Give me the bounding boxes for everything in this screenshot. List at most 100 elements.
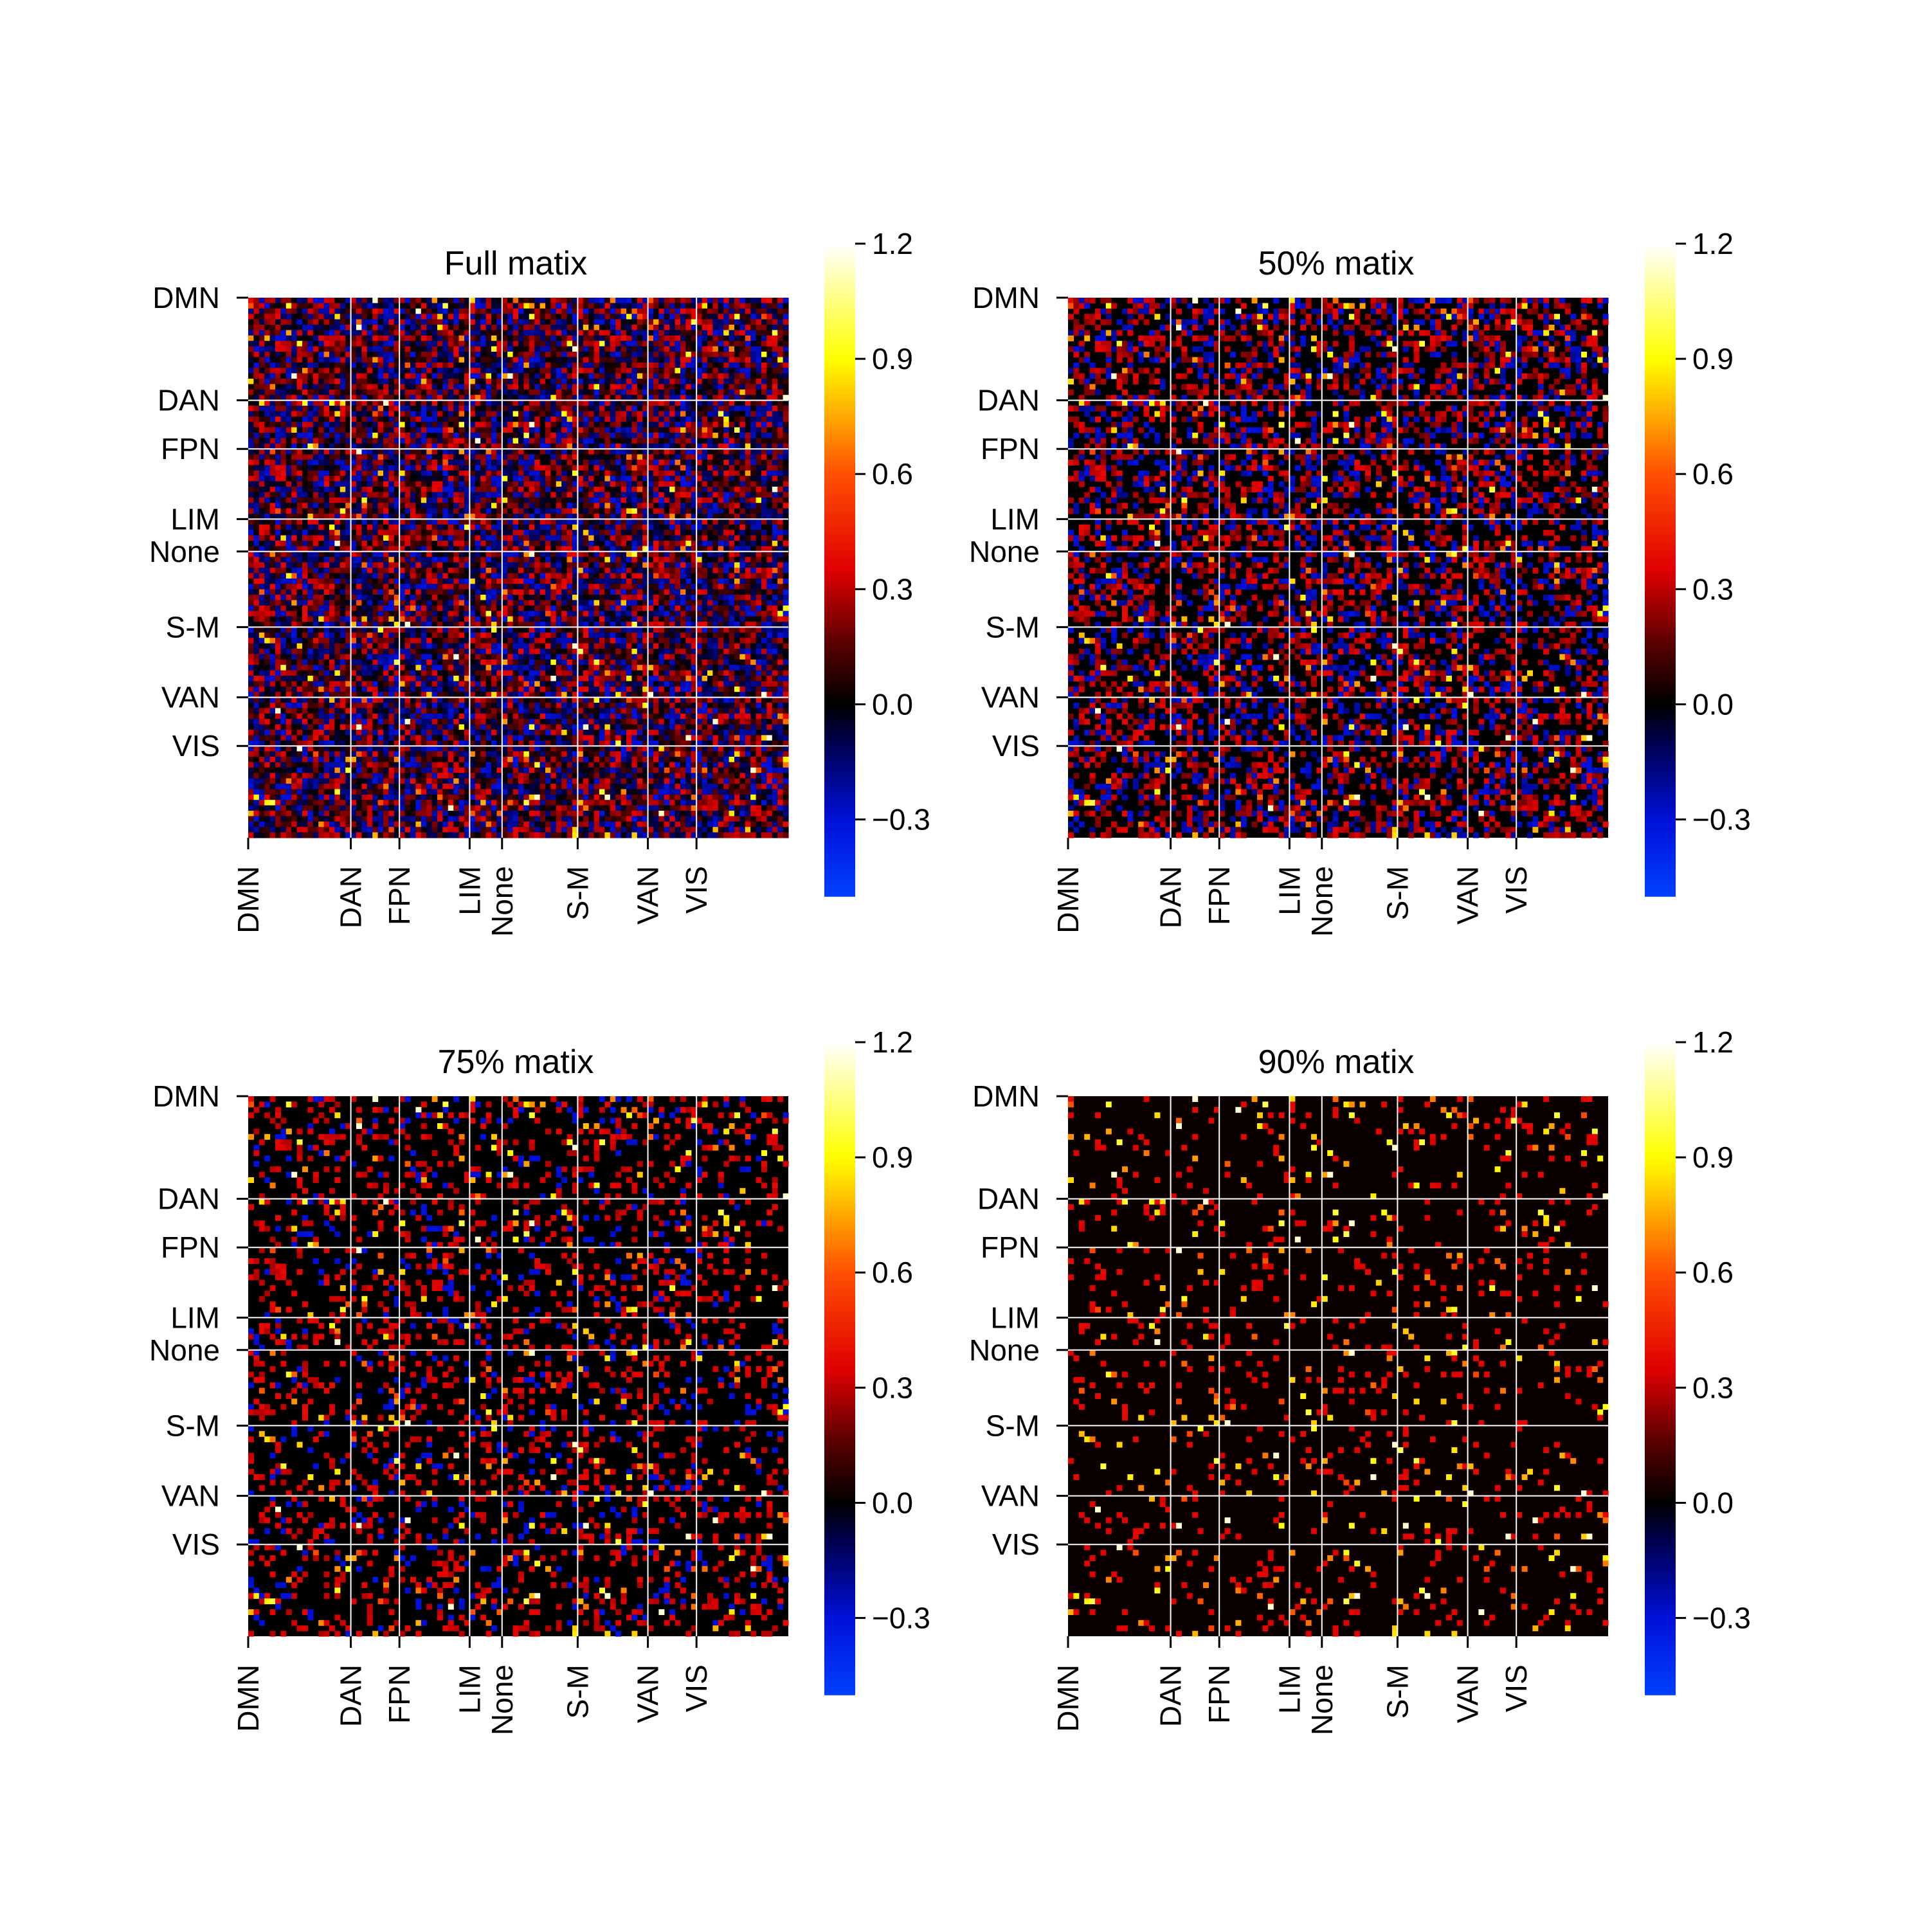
heatmap-cell bbox=[745, 373, 751, 379]
heatmap-cell bbox=[367, 422, 373, 428]
heatmap-cell bbox=[772, 535, 778, 541]
heatmap-cell bbox=[593, 395, 600, 401]
heatmap-cell bbox=[302, 362, 308, 368]
heatmap-cell bbox=[258, 449, 265, 455]
heatmap-cell bbox=[642, 357, 649, 363]
heatmap-cell bbox=[588, 384, 595, 390]
heatmap-cell bbox=[361, 519, 368, 525]
heatmap-cell bbox=[523, 368, 530, 374]
heatmap-cell bbox=[291, 308, 298, 314]
heatmap-cell bbox=[685, 557, 692, 563]
heatmap-cell bbox=[469, 562, 476, 568]
heatmap-cell bbox=[383, 400, 389, 406]
heatmap-cell bbox=[285, 492, 292, 498]
heatmap-cell bbox=[312, 497, 319, 503]
heatmap-cell bbox=[475, 546, 481, 552]
heatmap-cell bbox=[545, 373, 551, 379]
heatmap-cell bbox=[529, 519, 535, 525]
heatmap-cell bbox=[577, 406, 584, 411]
heatmap-cell bbox=[550, 449, 557, 455]
heatmap-cell bbox=[658, 341, 665, 347]
heatmap-cell bbox=[777, 400, 784, 406]
heatmap-cell bbox=[777, 557, 784, 563]
heatmap-cell bbox=[431, 379, 438, 384]
heatmap-cell bbox=[610, 524, 616, 530]
heatmap-cell bbox=[631, 546, 638, 552]
heatmap-cell bbox=[783, 503, 789, 509]
heatmap-cell bbox=[669, 438, 676, 444]
heatmap-cell bbox=[258, 319, 265, 325]
heatmap-cell bbox=[475, 438, 481, 444]
heatmap-cell bbox=[702, 541, 708, 546]
heatmap-cell bbox=[302, 541, 308, 546]
heatmap-cell bbox=[464, 330, 470, 336]
heatmap-cell bbox=[361, 530, 368, 536]
heatmap-cell bbox=[745, 406, 751, 411]
heatmap-cell bbox=[561, 460, 568, 465]
heatmap-cell bbox=[285, 416, 292, 422]
heatmap-cell bbox=[280, 389, 287, 395]
heatmap-cell bbox=[712, 422, 719, 428]
heatmap-cell bbox=[496, 514, 503, 519]
heatmap-cell bbox=[448, 460, 454, 465]
heatmap-cell bbox=[377, 557, 384, 563]
heatmap-cell bbox=[583, 465, 589, 471]
heatmap-cell bbox=[664, 427, 670, 433]
heatmap-cell bbox=[599, 298, 605, 303]
heatmap-cell bbox=[442, 389, 449, 395]
heatmap-cell bbox=[529, 433, 535, 438]
heatmap-cell bbox=[383, 357, 389, 363]
heatmap-cell bbox=[593, 551, 600, 557]
heatmap-cell bbox=[264, 524, 271, 530]
heatmap-cell bbox=[593, 298, 600, 303]
heatmap-cell bbox=[702, 298, 708, 303]
heatmap-cell bbox=[383, 546, 389, 552]
heatmap-cell bbox=[372, 335, 379, 341]
heatmap-cell bbox=[415, 454, 422, 460]
heatmap-cell bbox=[469, 503, 476, 509]
heatmap-cell bbox=[253, 298, 260, 303]
heatmap-cell bbox=[664, 546, 670, 552]
heatmap-cell bbox=[302, 433, 308, 438]
heatmap-cell bbox=[507, 503, 514, 509]
heatmap-cell bbox=[648, 476, 654, 482]
heatmap-cell bbox=[491, 524, 497, 530]
heatmap-cell bbox=[658, 519, 665, 525]
heatmap-cell bbox=[707, 438, 713, 444]
heatmap-cell bbox=[734, 314, 740, 320]
heatmap-cell bbox=[566, 562, 573, 568]
heatmap-cell bbox=[491, 438, 497, 444]
heatmap-cell bbox=[642, 427, 649, 433]
heatmap-cell bbox=[323, 519, 330, 525]
heatmap-cell bbox=[539, 319, 546, 325]
heatmap-cell bbox=[383, 325, 389, 330]
heatmap-cell bbox=[480, 416, 487, 422]
heatmap-cell bbox=[718, 319, 724, 325]
heatmap-cell bbox=[269, 314, 276, 320]
heatmap-cell bbox=[394, 497, 400, 503]
heatmap-cell bbox=[280, 546, 287, 552]
heatmap-cell bbox=[367, 362, 373, 368]
heatmap-cell bbox=[356, 551, 362, 557]
heatmap-cell bbox=[518, 487, 524, 492]
heatmap-cell bbox=[696, 411, 703, 417]
heatmap-cell bbox=[421, 357, 427, 363]
heatmap-cell bbox=[680, 503, 686, 509]
heatmap-cell bbox=[702, 308, 708, 314]
heatmap-cell bbox=[772, 438, 778, 444]
heatmap-cell bbox=[572, 497, 578, 503]
heatmap-cell bbox=[718, 465, 724, 471]
heatmap-cell bbox=[421, 341, 427, 347]
heatmap-cell bbox=[534, 298, 541, 303]
heatmap-cell bbox=[518, 406, 524, 411]
heatmap-cell bbox=[453, 422, 460, 428]
heatmap-cell bbox=[588, 362, 595, 368]
heatmap-cell bbox=[664, 530, 670, 536]
heatmap-cell bbox=[394, 422, 400, 428]
heatmap-cell bbox=[529, 487, 535, 492]
heatmap-cell bbox=[512, 557, 519, 563]
heatmap-cell bbox=[345, 508, 352, 514]
heatmap-cell bbox=[620, 352, 627, 357]
heatmap-cell bbox=[756, 433, 762, 438]
heatmap-cell bbox=[642, 352, 649, 357]
